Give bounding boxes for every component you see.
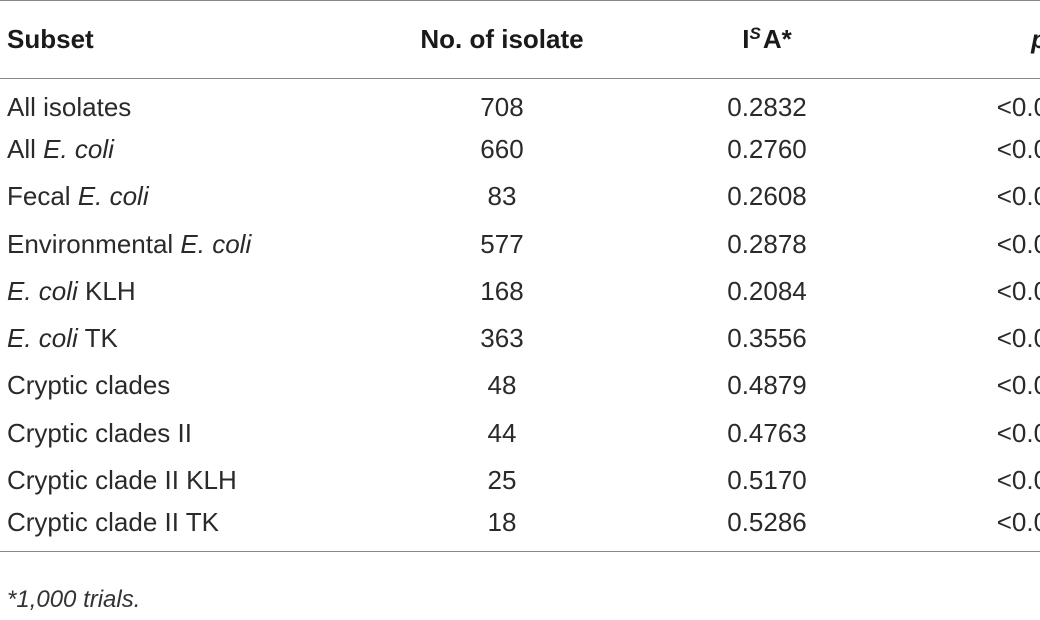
subset-text: Fecal <box>7 181 78 212</box>
header-no-of-isolate: No. of isolate <box>337 0 667 79</box>
header-isa-prefix: I <box>742 24 750 54</box>
cell-no-of-isolate: 660 <box>480 133 524 164</box>
cell-subset: E. coli KLH <box>0 268 337 315</box>
cell-p: <0.001 <box>996 91 1040 122</box>
cell-p: <0.001 <box>996 133 1040 164</box>
cell-subset: All E. coli <box>0 126 337 173</box>
results-table: Subset No. of isolate ISA* p All isolate… <box>0 0 1040 552</box>
cell-isa: 0.5286 <box>727 507 807 538</box>
subset-text: Environmental <box>7 228 181 259</box>
header-row: Subset No. of isolate ISA* p <box>0 0 1040 79</box>
cell-p: <0.001 <box>996 370 1040 401</box>
cell-no-of-isolate: 83 <box>487 181 517 212</box>
subset-text: Cryptic clades <box>7 370 171 401</box>
subset-italic-text: E. coli <box>180 228 252 259</box>
cell-isa: 0.2608 <box>727 181 807 212</box>
cell-isa: 0.5170 <box>727 465 807 496</box>
subset-italic-text: E. coli <box>7 275 78 306</box>
cell-p: <0.001 <box>996 275 1040 306</box>
cell-no-of-isolate: 48 <box>487 370 517 401</box>
table-row: Cryptic clades 48 0.4879 <0.001 <box>0 362 1040 409</box>
subset-suffix-text: KLH <box>77 275 136 306</box>
cell-no-of-isolate: 25 <box>487 465 517 496</box>
cell-no-of-isolate: 363 <box>480 323 524 354</box>
cell-p: <0.001 <box>996 181 1040 212</box>
subset-text: Cryptic clade II TK <box>7 507 219 538</box>
table-row: Cryptic clade II KLH 25 0.5170 <0.001 <box>0 457 1040 504</box>
table-footnote: *1,000 trials. <box>7 586 141 613</box>
cell-no-of-isolate: 44 <box>487 417 517 448</box>
cell-subset: E. coli TK <box>0 315 337 362</box>
subset-italic-text: E. coli <box>43 133 114 164</box>
cell-p: <0.001 <box>996 228 1040 259</box>
cell-p: <0.001 <box>996 507 1040 538</box>
subset-italic-text: E. coli <box>77 181 149 212</box>
cell-no-of-isolate: 168 <box>480 275 524 306</box>
cell-subset: Cryptic clade II KLH <box>0 457 337 504</box>
subset-italic-text: E. coli <box>7 323 78 354</box>
cell-subset: Cryptic clades <box>0 362 337 409</box>
header-isa-superscript: S <box>749 24 761 43</box>
cell-subset: All isolates <box>0 79 337 126</box>
table-body: All isolates 708 0.2832 <0.001 All E. co… <box>0 79 1040 552</box>
cell-isa: 0.2760 <box>727 133 807 164</box>
cell-no-of-isolate: 18 <box>487 507 517 538</box>
table-row: Environmental E. coli 577 0.2878 <0.001 <box>0 220 1040 267</box>
cell-p: <0.001 <box>996 465 1040 496</box>
data-table-container: Subset No. of isolate ISA* p All isolate… <box>0 0 1040 552</box>
header-subset: Subset <box>0 0 337 79</box>
table-row: All isolates 708 0.2832 <0.001 <box>0 79 1040 126</box>
subset-text: All <box>7 133 44 164</box>
subset-text: All isolates <box>7 91 132 122</box>
cell-subset: Cryptic clades II <box>0 410 337 457</box>
cell-subset: Fecal E. coli <box>0 173 337 220</box>
cell-subset: Environmental E. coli <box>0 220 337 267</box>
cell-p: <0.001 <box>996 417 1040 448</box>
cell-isa: 0.2084 <box>727 275 807 306</box>
cell-isa: 0.2878 <box>727 228 807 259</box>
subset-text: Cryptic clades II <box>7 417 192 448</box>
header-p: p <box>867 0 1040 79</box>
cell-isa: 0.4879 <box>727 370 807 401</box>
table-row: Cryptic clades II 44 0.4763 <0.001 <box>0 410 1040 457</box>
table-row: Cryptic clade II TK 18 0.5286 <0.001 <box>0 504 1040 552</box>
table-row: Fecal E. coli 83 0.2608 <0.001 <box>0 173 1040 220</box>
cell-p: <0.001 <box>996 323 1040 354</box>
cell-no-of-isolate: 708 <box>480 91 524 122</box>
cell-isa: 0.2832 <box>727 91 807 122</box>
table-row: E. coli TK 363 0.3556 <0.001 <box>0 315 1040 362</box>
header-isa-suffix: A* <box>762 24 792 54</box>
cell-subset: Cryptic clade II TK <box>0 504 337 551</box>
subset-suffix-text: TK <box>77 323 118 354</box>
table-row: E. coli KLH 168 0.2084 <0.001 <box>0 268 1040 315</box>
cell-isa: 0.4763 <box>727 417 807 448</box>
cell-no-of-isolate: 577 <box>480 228 524 259</box>
table-row: All E. coli 660 0.2760 <0.001 <box>0 126 1040 173</box>
table-header: Subset No. of isolate ISA* p <box>0 0 1040 79</box>
header-isa: ISA* <box>667 0 867 79</box>
cell-isa: 0.3556 <box>727 323 807 354</box>
subset-text: Cryptic clade II KLH <box>7 465 237 496</box>
